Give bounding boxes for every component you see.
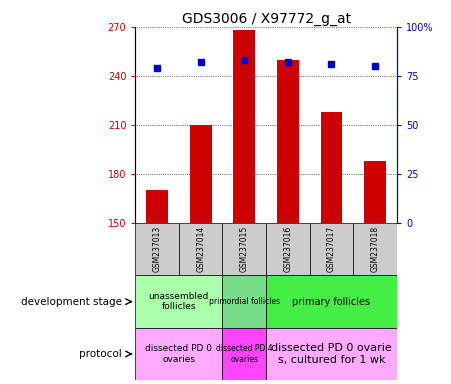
Bar bbox=[222, 275, 266, 328]
Text: dissected PD 0
ovaries: dissected PD 0 ovaries bbox=[145, 344, 212, 364]
Title: GDS3006 / X97772_g_at: GDS3006 / X97772_g_at bbox=[182, 12, 351, 26]
Text: GSM237013: GSM237013 bbox=[152, 226, 161, 272]
Text: GSM237017: GSM237017 bbox=[327, 226, 336, 272]
Bar bbox=[146, 190, 168, 223]
Bar bbox=[277, 60, 299, 223]
Bar bbox=[135, 223, 179, 275]
Text: GSM237015: GSM237015 bbox=[240, 226, 249, 272]
Bar bbox=[190, 125, 212, 223]
Text: dissected PD 4
ovaries: dissected PD 4 ovaries bbox=[216, 344, 272, 364]
Text: GSM237014: GSM237014 bbox=[196, 226, 205, 272]
Bar bbox=[310, 223, 353, 275]
Bar bbox=[266, 275, 397, 328]
Text: dissected PD 0 ovarie
s, cultured for 1 wk: dissected PD 0 ovarie s, cultured for 1 … bbox=[271, 343, 392, 365]
Text: development stage: development stage bbox=[21, 297, 122, 307]
Text: unassembled
follicles: unassembled follicles bbox=[149, 292, 209, 311]
Bar bbox=[179, 223, 222, 275]
Bar bbox=[234, 30, 255, 223]
Bar bbox=[222, 223, 266, 275]
Text: GSM237018: GSM237018 bbox=[371, 226, 380, 272]
Bar bbox=[353, 223, 397, 275]
Bar bbox=[266, 223, 310, 275]
Text: GSM237016: GSM237016 bbox=[283, 226, 292, 272]
Text: primordial follicles: primordial follicles bbox=[209, 297, 280, 306]
Text: primary follicles: primary follicles bbox=[292, 297, 371, 307]
Text: protocol: protocol bbox=[79, 349, 122, 359]
Bar bbox=[135, 328, 222, 380]
Bar bbox=[135, 275, 222, 328]
Bar bbox=[321, 112, 342, 223]
Bar bbox=[222, 328, 266, 380]
Bar bbox=[364, 161, 386, 223]
Bar bbox=[266, 328, 397, 380]
